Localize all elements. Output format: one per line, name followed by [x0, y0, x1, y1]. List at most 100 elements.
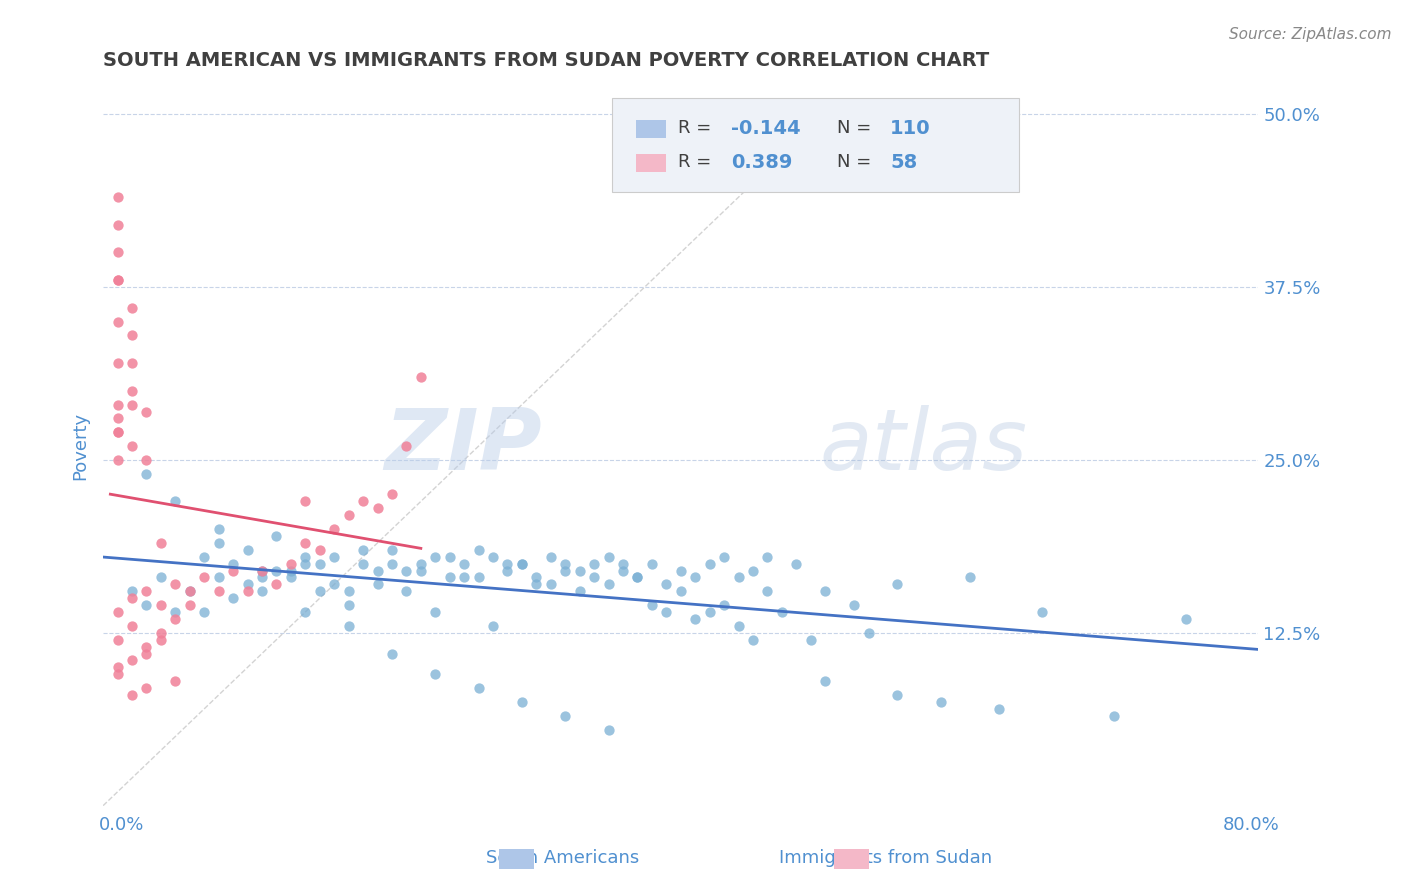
Point [193, 570, 215, 584]
Point [496, 557, 519, 571]
Point [294, 549, 316, 564]
Point [121, 688, 143, 702]
Point [612, 557, 634, 571]
Point [107, 660, 129, 674]
Point [598, 723, 620, 737]
Point [165, 674, 187, 689]
Point [381, 487, 404, 501]
Point [107, 425, 129, 440]
Point [814, 584, 837, 599]
Point [165, 577, 187, 591]
Point [250, 584, 273, 599]
Point [409, 557, 432, 571]
Point [395, 584, 418, 599]
Point [208, 522, 231, 536]
Point [337, 598, 360, 612]
Point [367, 501, 389, 516]
Point [121, 328, 143, 343]
Point [626, 570, 648, 584]
Point [583, 570, 606, 584]
Point [337, 508, 360, 523]
Point [425, 605, 447, 619]
Point [107, 245, 129, 260]
Point [165, 605, 187, 619]
Point [987, 702, 1010, 716]
Point [554, 557, 576, 571]
Point [107, 398, 129, 412]
Point [612, 564, 634, 578]
Point [395, 564, 418, 578]
Point [107, 273, 129, 287]
Point [294, 605, 316, 619]
Point [250, 564, 273, 578]
Point [842, 598, 865, 612]
Point [669, 564, 692, 578]
Point [655, 577, 678, 591]
Point [482, 619, 505, 633]
Point [179, 584, 201, 599]
Point [280, 570, 302, 584]
Point [135, 681, 157, 695]
Point [554, 564, 576, 578]
Point [554, 708, 576, 723]
Point [107, 190, 129, 204]
Point [367, 564, 389, 578]
Point [756, 584, 779, 599]
Point [135, 404, 157, 418]
Point [149, 625, 172, 640]
Point [1031, 605, 1053, 619]
Point [179, 584, 201, 599]
Point [107, 632, 129, 647]
Point [669, 584, 692, 599]
Point [121, 653, 143, 667]
Point [439, 549, 461, 564]
Point [149, 632, 172, 647]
Point [886, 577, 908, 591]
Point [193, 605, 215, 619]
Point [727, 570, 749, 584]
Point [540, 577, 562, 591]
Point [294, 557, 316, 571]
Point [453, 557, 475, 571]
Point [250, 564, 273, 578]
Point [814, 674, 837, 689]
Point [107, 273, 129, 287]
Point [107, 356, 129, 370]
Point [107, 218, 129, 232]
Point [381, 542, 404, 557]
Point [208, 584, 231, 599]
Point [800, 632, 823, 647]
Point [699, 605, 721, 619]
Point [179, 598, 201, 612]
Point [165, 612, 187, 626]
Point [236, 542, 259, 557]
Point [236, 584, 259, 599]
Point [193, 549, 215, 564]
Point [308, 557, 330, 571]
Point [352, 557, 374, 571]
Point [524, 577, 547, 591]
Point [510, 557, 533, 571]
Point [121, 439, 143, 453]
Point [121, 384, 143, 398]
Point [323, 522, 346, 536]
Point [149, 536, 172, 550]
Point [107, 605, 129, 619]
Text: 58: 58 [890, 153, 917, 172]
Point [323, 549, 346, 564]
Text: SOUTH AMERICAN VS IMMIGRANTS FROM SUDAN POVERTY CORRELATION CHART: SOUTH AMERICAN VS IMMIGRANTS FROM SUDAN … [103, 51, 990, 70]
Point [683, 612, 706, 626]
Point [107, 667, 129, 681]
Text: 110: 110 [890, 119, 931, 138]
Text: ZIP: ZIP [384, 405, 543, 488]
Text: N =: N = [837, 153, 876, 171]
Point [510, 695, 533, 709]
Point [381, 647, 404, 661]
Point [222, 591, 245, 606]
Point [121, 591, 143, 606]
Point [107, 315, 129, 329]
Point [425, 667, 447, 681]
Point [524, 570, 547, 584]
Point [107, 453, 129, 467]
Point [381, 557, 404, 571]
